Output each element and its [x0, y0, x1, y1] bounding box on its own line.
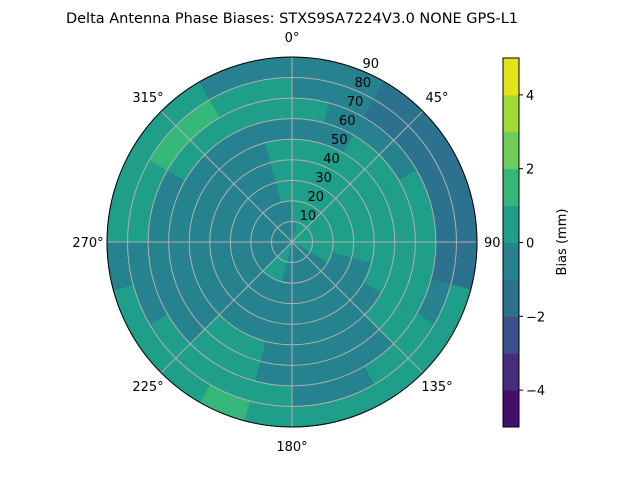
chart-title: Delta Antenna Phase Biases: STXS9SA7224V…: [66, 11, 518, 27]
r-tick-label: 40: [323, 152, 340, 167]
r-tick-label: 60: [339, 114, 356, 129]
theta-label-135: 135°: [421, 380, 452, 395]
colorbar-tick-label: 4: [526, 89, 534, 104]
theta-label-45: 45°: [425, 91, 448, 106]
colorbar-segment: [503, 279, 519, 317]
colorbar-ticks: −4 −2 0 2 4: [519, 89, 545, 399]
r-tick-label: 90: [363, 57, 380, 72]
r-tick-label: 50: [331, 133, 348, 148]
r-tick-label: 10: [300, 209, 317, 224]
theta-gridline: [160, 110, 293, 243]
r-tick-label: 30: [315, 171, 332, 186]
theta-label-180: 180°: [276, 440, 307, 455]
colorbar-label: Bias (mm): [555, 209, 570, 276]
colorbar-tick-label: −4: [526, 384, 545, 399]
contour-cell: [264, 138, 293, 164]
colorbar-segment: [503, 353, 519, 391]
r-tick-labels: 10 20 30 40 50 60 70 80 90: [300, 57, 379, 224]
contour-cell: [370, 214, 396, 243]
colorbar-segment: [503, 94, 519, 133]
theta-gridline: [160, 241, 293, 374]
colorbar-segment: [503, 205, 519, 243]
colorbar-segment: [503, 58, 519, 96]
colorbar-tick-label: 0: [526, 237, 534, 252]
r-tick-label: 70: [347, 95, 364, 110]
polar-grid: [107, 57, 477, 427]
colorbar-segment: [503, 242, 519, 280]
theta-gridline: [291, 110, 424, 243]
r-tick-label: 80: [355, 76, 372, 91]
colorbar-tick-label: 2: [526, 163, 534, 178]
theta-tick-labels: 0° 45° 90 135° 180° 225° 270° 315°: [72, 31, 500, 455]
contour-cell: [188, 241, 214, 270]
colorbar: [503, 58, 519, 428]
r-tick-label: 20: [307, 190, 324, 205]
theta-label-0: 0°: [285, 31, 300, 46]
theta-label-315: 315°: [132, 91, 163, 106]
theta-label-270: 270°: [72, 236, 103, 251]
polar-axis-frame: [106, 56, 478, 428]
colorbar-segment: [503, 131, 519, 170]
theta-label-225: 225°: [132, 380, 163, 395]
contour-cell: [291, 320, 320, 346]
colorbar-tick-label: −2: [526, 310, 545, 325]
theta-gridline: [291, 241, 424, 374]
theta-label-90: 90: [484, 236, 501, 251]
colorbar-segment: [503, 390, 519, 428]
colorbar-segment: [503, 168, 519, 207]
colorbar-segment: [503, 316, 519, 354]
